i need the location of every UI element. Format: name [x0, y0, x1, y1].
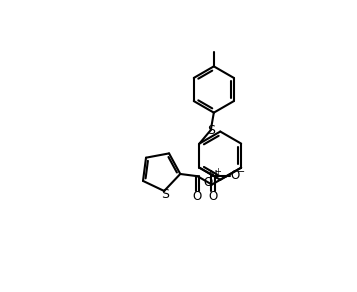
- Text: O: O: [193, 190, 202, 203]
- Text: S: S: [207, 124, 215, 137]
- Text: −: −: [237, 166, 245, 177]
- Text: O: O: [203, 176, 213, 189]
- Text: +: +: [214, 167, 221, 176]
- Text: O: O: [209, 190, 218, 204]
- Text: N: N: [209, 169, 218, 182]
- Text: S: S: [161, 188, 169, 201]
- Text: O: O: [231, 169, 240, 182]
